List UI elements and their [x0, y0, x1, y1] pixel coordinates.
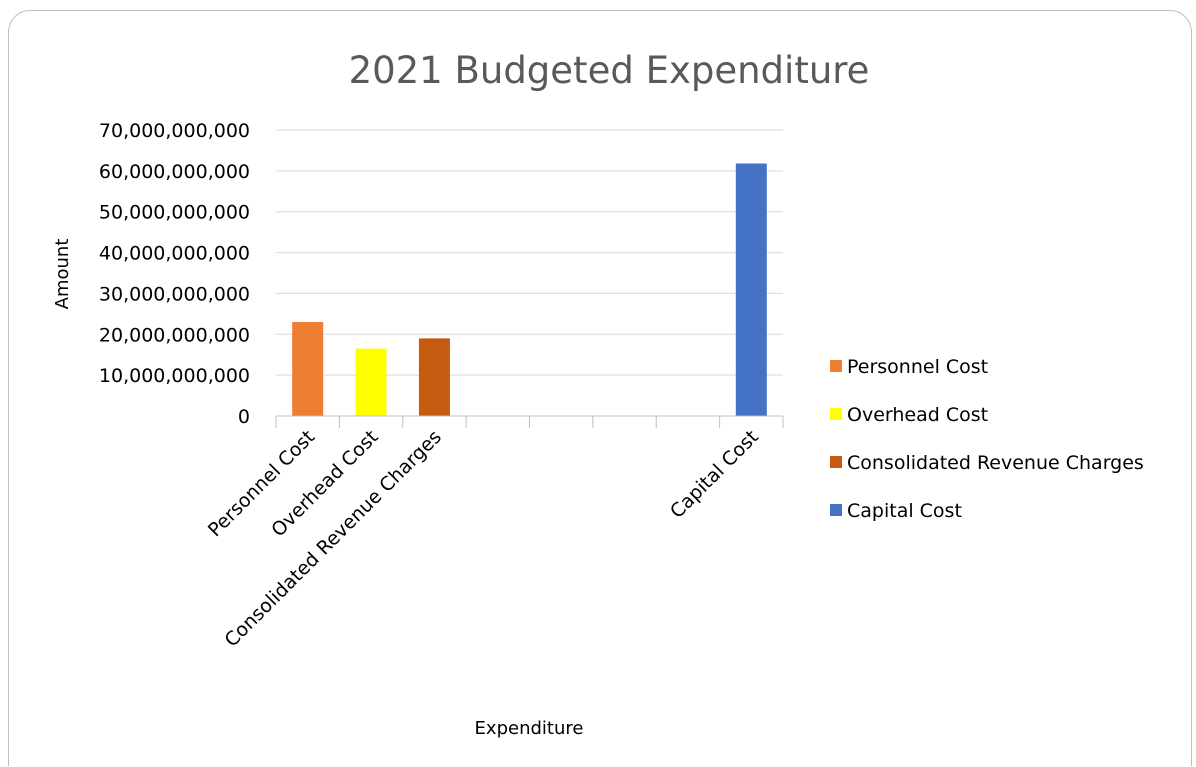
y-tick-label: 50,000,000,000 — [99, 202, 250, 224]
bar — [292, 322, 324, 416]
y-tick-label: 60,000,000,000 — [99, 161, 250, 183]
x-axis-title: Expenditure — [475, 718, 584, 739]
gridlines — [276, 129, 783, 376]
y-tick-label: 30,000,000,000 — [99, 283, 250, 305]
y-tick-label: 10,000,000,000 — [99, 365, 250, 387]
chart-title: 2021 Budgeted Expenditure — [349, 49, 870, 92]
legend: Personnel Cost Overhead Cost Consolidated … — [830, 356, 1144, 522]
x-axis — [275, 415, 784, 428]
bar — [735, 163, 767, 416]
bar — [418, 338, 450, 416]
y-tick-label: 70,000,000,000 — [99, 120, 250, 142]
y-tick-label: 0 — [238, 406, 250, 428]
x-tick-label: Capital Cost — [666, 426, 763, 523]
legend-label: Overhead Cost — [847, 404, 988, 426]
y-axis-tick-labels: 0 10,000,000,000 20,000,000,000 30,000,000,… — [99, 120, 250, 428]
legend-swatch — [830, 408, 842, 420]
x-tick-label: Personnel Cost — [204, 426, 319, 541]
legend-label: Capital Cost — [847, 500, 962, 522]
chart-frame — [8, 10, 1192, 766]
legend-swatch — [830, 504, 842, 516]
legend-label: Personnel Cost — [847, 356, 988, 378]
x-tick-label: Overhead Cost — [267, 426, 382, 541]
legend-swatch — [830, 360, 842, 372]
legend-label: Consolidated Revenue Charges — [847, 452, 1144, 474]
bar — [355, 348, 387, 416]
y-tick-label: 20,000,000,000 — [99, 324, 250, 346]
y-axis-title: Amount — [52, 239, 73, 310]
legend-swatch — [830, 456, 842, 468]
y-tick-label: 40,000,000,000 — [99, 243, 250, 265]
bars — [292, 163, 767, 416]
